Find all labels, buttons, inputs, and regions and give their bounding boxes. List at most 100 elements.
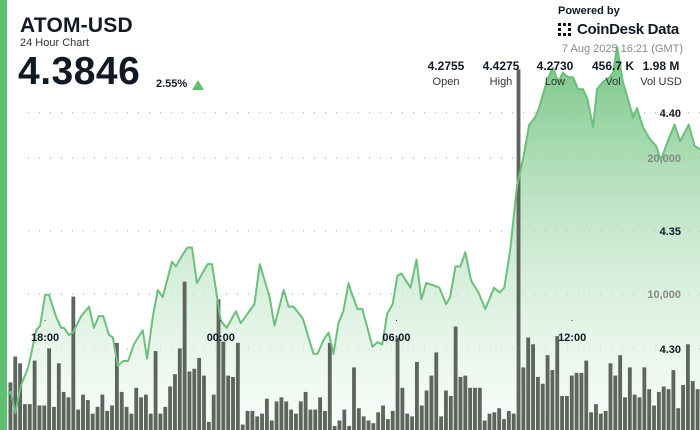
volume-bar <box>506 410 511 430</box>
volume-bar <box>206 421 211 430</box>
volume-bar <box>589 412 594 430</box>
volume-bar <box>342 409 347 430</box>
volume-bar <box>613 375 618 430</box>
volume-bar <box>521 367 526 430</box>
volume-bar <box>695 389 700 430</box>
volume-bar <box>221 341 226 430</box>
volume-bar <box>216 299 221 430</box>
volume-bar <box>202 375 206 430</box>
x-tick-mark <box>44 320 46 321</box>
volume-bar <box>487 413 492 430</box>
volume-bar <box>352 367 356 430</box>
volume-bar <box>8 382 13 430</box>
volume-bar <box>405 413 410 430</box>
volume-bar <box>250 410 255 430</box>
x-tick-mark <box>571 320 573 321</box>
volume-bar <box>71 296 76 430</box>
volume-bar <box>90 413 95 430</box>
powered-by-label: Powered by <box>558 5 620 17</box>
volume-bar <box>419 405 424 430</box>
volume-bar <box>158 413 163 430</box>
price-line <box>7 45 700 414</box>
volume-bar <box>608 363 613 430</box>
volume-bar <box>337 420 342 430</box>
volume-bar <box>603 410 608 430</box>
volume-bar <box>482 420 487 430</box>
volume-bar <box>371 423 376 430</box>
volume-bar <box>666 389 671 430</box>
volume-bar <box>327 342 332 430</box>
volume-bar <box>264 398 269 430</box>
volume-bar <box>448 395 453 430</box>
up-arrow-icon <box>192 80 204 90</box>
volume-bar <box>574 372 579 430</box>
stat-low: 4.2730 Low <box>537 59 574 88</box>
volume-bar <box>690 381 695 430</box>
volume-bar <box>52 406 56 430</box>
volume-bar <box>105 410 110 430</box>
volume-bar <box>526 337 531 430</box>
volume-bar <box>23 404 27 430</box>
stat-vol-usd: 1.98 M Vol USD <box>640 59 682 88</box>
volume-bar <box>37 405 42 430</box>
volume-bar <box>289 409 294 430</box>
chart-subtitle: 24 Hour Chart <box>20 37 90 49</box>
volume-bar <box>61 391 66 430</box>
stat-value: 4.2730 <box>536 59 574 73</box>
volume-bar <box>535 376 540 430</box>
volume-bar <box>153 351 158 430</box>
volume-bar <box>444 390 448 430</box>
volume-bar <box>429 375 434 430</box>
volume-bar <box>395 337 400 430</box>
volume-bar <box>308 409 313 430</box>
brand-name: CoinDesk Data <box>577 21 679 38</box>
volume-bar <box>400 387 405 430</box>
x-tick-mark <box>220 320 222 321</box>
volume-bar <box>124 406 129 430</box>
volume-bar <box>623 397 627 430</box>
volume-bar <box>318 397 323 430</box>
stat-vol: 456.7 K Vol <box>592 59 634 88</box>
volume-tick-label: 20,000 <box>647 153 681 165</box>
stat-label: Vol USD <box>640 76 682 88</box>
volume-bar <box>685 344 690 430</box>
x-tick-label: 00:00 <box>207 332 235 344</box>
volume-bar <box>381 405 385 430</box>
volume-bar <box>410 416 414 430</box>
volume-bar <box>27 404 32 430</box>
volume-bar <box>390 410 395 430</box>
volume-bar <box>13 356 18 430</box>
volume-bar <box>323 410 327 430</box>
volume-bar <box>279 397 284 430</box>
price-tick-label: 4.35 <box>660 226 681 238</box>
volume-bar <box>231 376 235 430</box>
volume-bar <box>453 326 458 430</box>
volume-tick-label: 10,000 <box>647 289 681 301</box>
volume-bar <box>560 395 565 430</box>
volume-bar <box>211 394 216 430</box>
volume-bar <box>632 394 637 430</box>
volume-bar <box>284 401 289 430</box>
volume-bar <box>42 405 47 430</box>
volume-bar <box>361 416 366 430</box>
volume-bar <box>565 395 569 430</box>
asset-title: ATOM-USD <box>20 14 133 37</box>
volume-bar <box>545 355 550 430</box>
coindesk-data-logo: CoinDesk Data <box>557 21 679 38</box>
price-tick-label: 4.40 <box>660 108 681 120</box>
timestamp: 7 Aug 2025 16:21 (GMT) <box>561 43 683 55</box>
stat-label: Open <box>432 76 460 88</box>
volume-bar <box>468 387 473 430</box>
price-tick-label: 4.30 <box>660 344 681 356</box>
stat-value: 456.7 K <box>591 59 635 73</box>
volume-bar <box>458 376 463 430</box>
volume-bar <box>114 342 119 430</box>
x-tick-label: 12:00 <box>558 332 586 344</box>
volume-bar <box>618 355 623 430</box>
volume-bar <box>424 390 429 430</box>
volume-bar <box>177 348 182 430</box>
volume-bar <box>366 420 371 430</box>
volume-bar <box>356 408 361 430</box>
volume-bar <box>66 397 71 430</box>
